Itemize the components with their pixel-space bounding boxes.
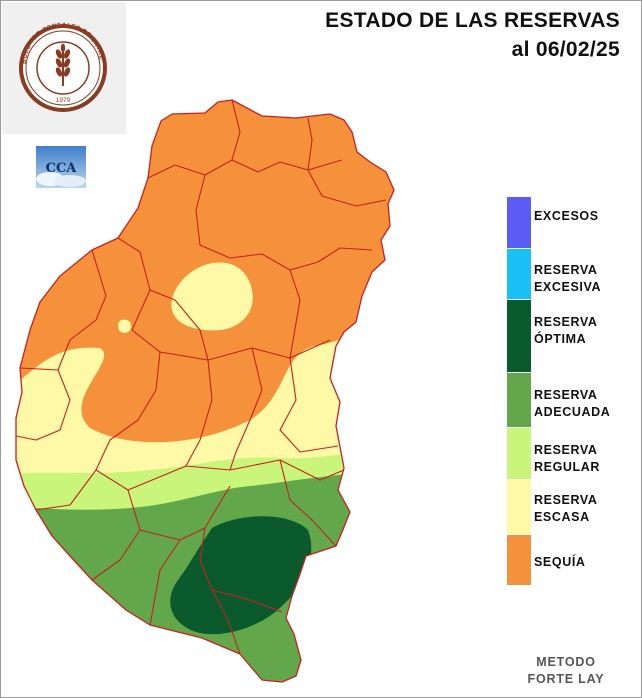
province-outline [15,99,395,683]
map-title-line1: ESTADO DE LAS RESERVAS [325,9,620,32]
legend-swatch-reserva-regular [507,428,531,479]
map-title-date: al 06/02/25 [511,38,620,61]
institution-logo: BOLSA DE CEREALES DE ENTRE RÍOS 1979 [0,0,126,134]
legend-swatch-sequia [507,535,531,585]
legend-label-reserva-regular: RESERVA REGULAR [534,443,601,474]
cca-logo-icon: CCA [36,146,86,188]
legend-swatch-reserva-escasa [507,480,531,534]
map-title: ESTADO DE LAS RESERVAS al 06/02/25 [325,6,620,64]
legend-label-reserva-excesiva: RESERVA EXCESIVA [534,263,602,294]
legend-swatch-reserva-excesiva [507,249,531,299]
legend-swatch-reserva-adecuada [507,373,531,427]
legend-label-sequia: SEQUÍA [534,555,586,569]
method-label: METODO FORTE LAY [518,654,614,688]
legend-swatch-excesos [507,197,531,248]
cca-text: CCA [46,161,78,176]
legend-label-reserva-escasa: RESERVA ESCASA [534,493,598,524]
method-line1: METODO [536,655,596,669]
cca-logo: CCA [36,146,86,188]
legend-swatch-reserva-optima [507,300,531,372]
wheat-seal-icon: BOLSA DE CEREALES DE ENTRE RÍOS 1979 [0,0,107,112]
method-line2: FORTE LAY [527,672,605,686]
legend-label-reserva-adecuada: RESERVA ADECUADA [534,388,611,419]
seal-year: 1979 [56,97,71,104]
legend-label-excesos: EXCESOS [534,209,599,223]
legend-label-reserva-optima: RESERVA ÓPTIMA [534,315,598,346]
